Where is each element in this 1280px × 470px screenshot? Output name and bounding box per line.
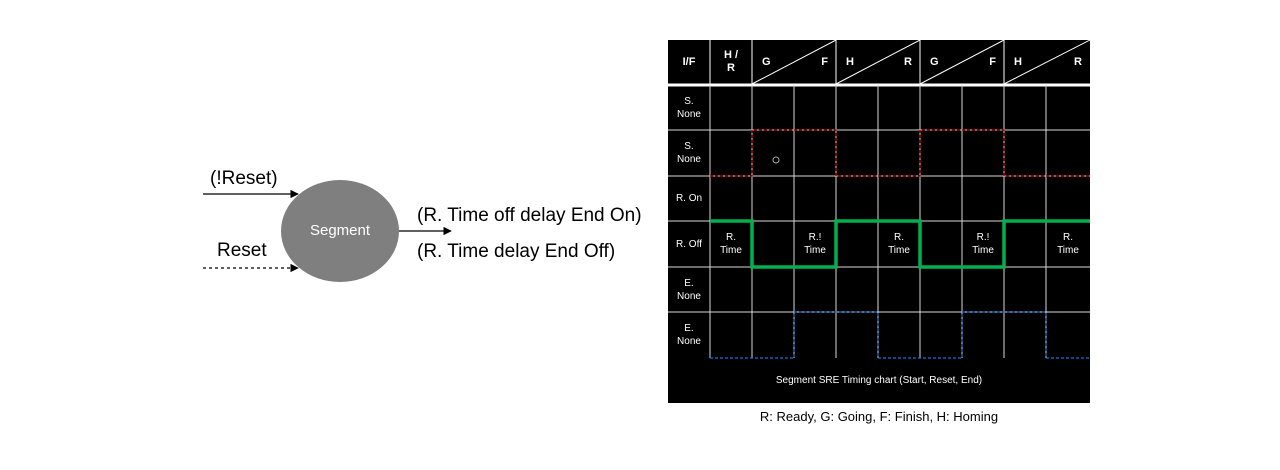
header-diagonal — [751, 40, 837, 85]
input-label-not-reset: (!Reset) — [210, 168, 278, 189]
input-label-reset: Reset — [217, 240, 267, 261]
header-group-2-left: H — [846, 56, 854, 68]
segment-state-circle — [281, 180, 399, 282]
header-group-3-right: F — [989, 56, 996, 68]
header-group-2: H R — [836, 40, 920, 84]
timing-chart-grid — [668, 40, 1090, 359]
r-off-signal — [710, 219, 1090, 269]
header-hr: H / R — [723, 49, 739, 74]
header-group-4: H R — [1004, 40, 1090, 84]
row-label-r-off: R. Off — [676, 238, 702, 250]
e-none-signal — [710, 311, 1090, 359]
s-none-signal — [710, 129, 1090, 177]
r-off-label-5: R. Time — [1057, 232, 1079, 256]
row-label-r-on: R. On — [675, 193, 703, 204]
timing-chart: I/F H / R G F H R G F H R S. None S. Non… — [668, 40, 1090, 403]
header-group-1: G F — [752, 40, 836, 84]
r-off-label-3: R. Time — [888, 232, 910, 256]
header-group-1-right: F — [821, 56, 828, 68]
r-off-label-2: R.! Time — [804, 232, 826, 256]
output-label-off: (R. Time delay End Off) — [417, 241, 616, 262]
row-label-s-none-1: S. None — [677, 95, 701, 120]
r-off-label-1: R. Time — [720, 232, 742, 256]
chart-caption: Segment SRE Timing chart (Start, Reset, … — [775, 375, 983, 386]
row-label-e-none-2: E. None — [677, 323, 701, 347]
header-group-4-right: R — [1074, 56, 1082, 68]
header-group-3-left: G — [930, 56, 939, 68]
marker-circle — [772, 156, 780, 164]
header-if: I/F — [682, 55, 696, 68]
r-off-label-4: R.! Time — [972, 232, 994, 256]
output-label-on: (R. Time off delay End On) — [417, 205, 642, 226]
row-label-e-none-1: E. None — [677, 277, 701, 302]
row-label-s-none-2: S. None — [677, 141, 701, 165]
segment-state-label: Segment — [309, 222, 371, 239]
header-diagonal — [919, 40, 1005, 85]
header-group-4-left: H — [1014, 56, 1022, 68]
header-group-3: G F — [920, 40, 1004, 84]
header-diagonal — [835, 40, 921, 85]
chart-legend: R: Ready, G: Going, F: Finish, H: Homing — [759, 409, 999, 424]
header-group-1-left: G — [762, 56, 771, 68]
header-group-2-right: R — [904, 56, 912, 68]
header-diagonal — [1003, 40, 1090, 85]
